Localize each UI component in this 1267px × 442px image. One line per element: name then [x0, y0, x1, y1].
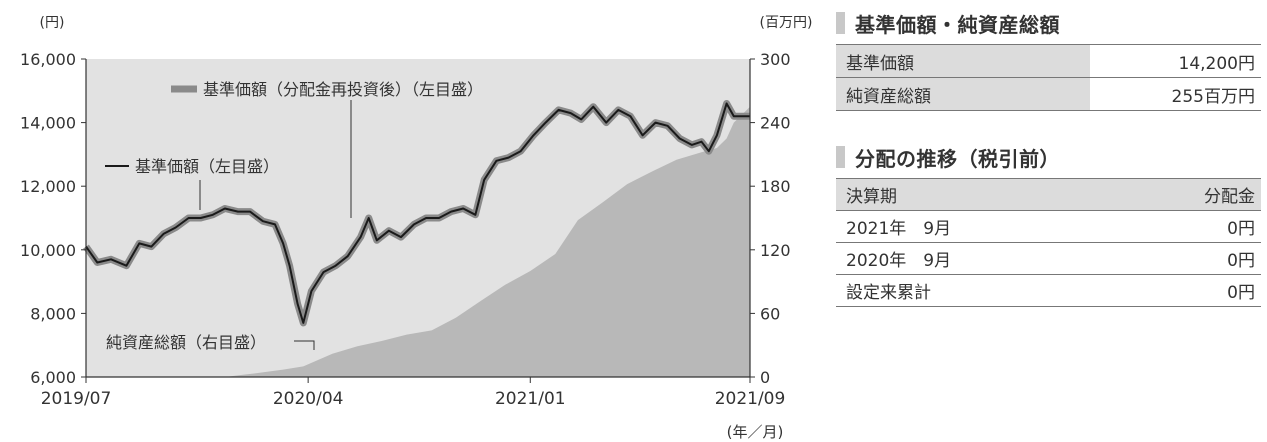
assets-leader-line — [294, 340, 315, 350]
distribution-table: 決算期 分配金 2021年 9月 0円 2020年 9月 0円 設定来累計 0円 — [836, 178, 1261, 307]
net-assets-area — [86, 106, 750, 377]
amount-cell: 0円 — [1109, 274, 1261, 307]
right-tick-label: 240 — [760, 114, 791, 133]
x-tick-label: 2021/01 — [495, 389, 566, 409]
x-tick-label: 2019/07 — [41, 389, 112, 409]
title-marker-icon — [836, 146, 845, 168]
distribution-section-title-text: 分配の推移（税引前） — [855, 146, 1060, 171]
table-row: 純資産総額 255百万円 — [836, 77, 1261, 111]
table-row: 2020年 9月 0円 — [836, 242, 1261, 275]
nav-label: 基準価額 — [836, 44, 1090, 78]
table-row: 2021年 9月 0円 — [836, 210, 1261, 243]
amount-cell: 0円 — [1109, 242, 1261, 275]
table-row: 基準価額 14,200円 — [836, 44, 1261, 78]
nav-section-title: 基準価額・純資産総額 — [836, 10, 1261, 37]
left-tick-label: 16,000 — [20, 50, 76, 69]
assets-value: 255百万円 — [1090, 77, 1261, 111]
left-tick-label: 6,000 — [30, 368, 76, 387]
x-unit-label: (年／月) — [727, 423, 784, 441]
assets-annotation: 純資産総額（右目盛） — [106, 333, 266, 352]
right-tick-label: 60 — [760, 304, 780, 323]
nav-value: 14,200円 — [1090, 44, 1261, 78]
nav-annotation: 基準価額（左目盛） — [135, 157, 279, 176]
left-tick-label: 10,000 — [20, 241, 76, 260]
period-cell: 設定来累計 — [836, 274, 1110, 307]
right-tick-label: 180 — [760, 177, 791, 196]
period-header: 決算期 — [836, 178, 1110, 211]
nav-summary-panel: 基準価額・純資産総額 基準価額 14,200円 純資産総額 255百万円 — [836, 10, 1261, 111]
table-header-row: 決算期 分配金 — [836, 178, 1261, 211]
nav-section-title-text: 基準価額・純資産総額 — [855, 12, 1060, 37]
nav-table: 基準価額 14,200円 純資産総額 255百万円 — [836, 44, 1261, 111]
nav-line — [85, 102, 750, 324]
right-tick-label: 0 — [760, 368, 770, 387]
assets-label: 純資産総額 — [836, 77, 1090, 111]
title-marker-icon — [836, 12, 845, 34]
reinvest-annotation: 基準価額（分配金再投資後）（左目盛） — [203, 80, 483, 99]
left-tick-label: 12,000 — [20, 177, 76, 196]
period-cell: 2020年 9月 — [836, 242, 1110, 275]
right-tick-label: 300 — [760, 50, 791, 69]
table-row: 設定来累計 0円 — [836, 274, 1261, 307]
amount-cell: 0円 — [1109, 210, 1261, 243]
left-tick-label: 14,000 — [20, 114, 76, 133]
right-tick-label: 120 — [760, 241, 791, 260]
right-unit-label: (百万円) — [760, 15, 813, 31]
amount-header: 分配金 — [1109, 178, 1261, 211]
x-tick-label: 2020/04 — [273, 389, 344, 409]
distribution-section-title: 分配の推移（税引前） — [836, 144, 1261, 171]
left-tick-label: 8,000 — [30, 304, 76, 323]
distribution-panel: 分配の推移（税引前） 決算期 分配金 2021年 9月 0円 2020年 9月 … — [836, 144, 1261, 307]
chart: 6,000 8,000 10,000 12,000 14,000 16,000 0 60 120… — [20, 15, 813, 441]
period-cell: 2021年 9月 — [836, 210, 1110, 243]
x-tick-label: 2021/09 — [715, 389, 786, 409]
left-unit-label: (円) — [40, 15, 65, 31]
